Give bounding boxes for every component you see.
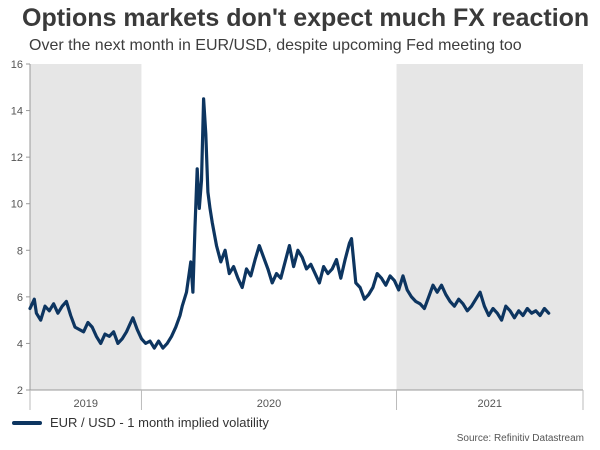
series-line-eurusd-vol [28, 97, 551, 350]
x-tick-label-2021: 2021 [478, 398, 502, 410]
legend: EUR / USD - 1 month implied volatility [12, 415, 269, 430]
y-tick-label: 16 [11, 59, 23, 71]
y-tick-label: 14 [11, 106, 23, 118]
y-tick-label: 2 [17, 385, 23, 397]
year-shade-2021 [396, 64, 583, 390]
y-tick-label: 8 [17, 245, 23, 257]
x-tick-label-2020: 2020 [257, 398, 281, 410]
y-tick-label: 10 [11, 199, 23, 211]
chart-subtitle: Over the next month in EUR/USD, despite … [29, 37, 522, 54]
y-tick-label: 4 [17, 338, 23, 350]
chart-title: Options markets don't expect much FX rea… [22, 4, 590, 32]
year-shade-2019 [30, 64, 142, 390]
y-tick-label: 6 [17, 292, 23, 304]
legend-label: EUR / USD - 1 month implied volatility [50, 415, 269, 430]
source-note: Source: Refinitiv Datastream [456, 433, 584, 444]
y-tick-label: 12 [11, 152, 23, 164]
x-tick-label-2019: 2019 [73, 398, 97, 410]
legend-swatch [12, 420, 42, 425]
